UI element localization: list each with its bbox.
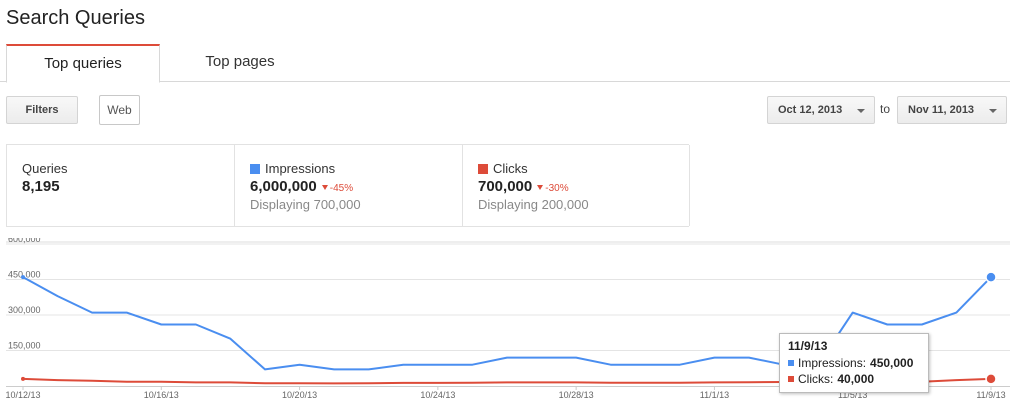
y-tick-label: 450,000 bbox=[8, 270, 41, 280]
date-range-separator: to bbox=[880, 102, 891, 116]
data-point-impressions bbox=[21, 275, 25, 280]
clicks-value: 700,000 bbox=[478, 178, 533, 195]
y-tick-label: 300,000 bbox=[8, 305, 41, 315]
tooltip-date: 11/9/13 bbox=[788, 339, 828, 353]
impressions-label: Impressions bbox=[265, 161, 336, 176]
queries-stat: Queries 8,195 bbox=[7, 145, 235, 226]
clicks-delta-text: -30% bbox=[545, 183, 569, 194]
web-filter-chip[interactable]: Web bbox=[99, 95, 140, 125]
clicks-stat[interactable]: Clicks 700,000 -30% Displaying 200,000 bbox=[463, 145, 690, 226]
y-tick-label: 600,000 bbox=[8, 238, 41, 244]
tooltip-clicks-label: Clicks: bbox=[798, 372, 834, 386]
data-point-impressions bbox=[985, 271, 997, 283]
x-tick-label: 11/5/13 bbox=[838, 390, 867, 400]
down-arrow-icon bbox=[537, 185, 544, 190]
tooltip-impressions-label: Impressions: bbox=[798, 356, 867, 370]
impressions-delta: -45% bbox=[321, 183, 354, 194]
x-tick-label: 10/20/13 bbox=[282, 390, 317, 400]
chevron-down-icon bbox=[857, 109, 865, 113]
clicks-label: Clicks bbox=[493, 161, 528, 176]
down-arrow-icon bbox=[321, 185, 328, 190]
clicks-marker-icon bbox=[788, 376, 794, 382]
page-title: Search Queries bbox=[6, 7, 145, 29]
tab-top-pages[interactable]: Top pages bbox=[205, 53, 275, 70]
end-date-label: Nov 11, 2013 bbox=[908, 104, 975, 116]
end-date-dropdown[interactable]: Nov 11, 2013 bbox=[897, 96, 1007, 124]
clicks-displaying: Displaying 200,000 bbox=[478, 197, 589, 212]
x-tick-label: 10/24/13 bbox=[420, 390, 455, 400]
tooltip-clicks-row: Clicks: 40,000 bbox=[788, 371, 920, 387]
x-tick-label: 11/9/13 bbox=[976, 390, 1005, 400]
x-tick-label: 10/28/13 bbox=[559, 390, 594, 400]
impressions-color-swatch bbox=[250, 163, 260, 174]
y-tick-label: 150,000 bbox=[8, 341, 41, 351]
chevron-down-icon bbox=[989, 109, 997, 113]
x-tick-label: 10/16/13 bbox=[144, 390, 179, 400]
tooltip-clicks-value: 40,000 bbox=[837, 372, 875, 386]
queries-label: Queries bbox=[22, 161, 68, 176]
stats-panel: Queries 8,195 Impressions 6,000,000 -45%… bbox=[6, 144, 690, 227]
filters-button[interactable]: Filters bbox=[6, 96, 78, 124]
start-date-label: Oct 12, 2013 bbox=[778, 104, 843, 116]
tab-top-queries[interactable]: Top queries bbox=[6, 44, 160, 83]
impressions-displaying: Displaying 700,000 bbox=[250, 197, 361, 212]
clicks-delta: -30% bbox=[537, 183, 569, 194]
clicks-color-swatch bbox=[478, 163, 488, 174]
impressions-delta-text: -45% bbox=[329, 183, 354, 194]
x-tick-label: 10/12/13 bbox=[5, 390, 40, 400]
data-point-clicks bbox=[21, 376, 25, 381]
start-date-dropdown[interactable]: Oct 12, 2013 bbox=[767, 96, 875, 124]
queries-value: 8,195 bbox=[22, 178, 60, 195]
x-tick-label: 11/1/13 bbox=[700, 390, 729, 400]
impressions-value: 6,000,000 bbox=[250, 178, 317, 195]
data-point-clicks bbox=[985, 373, 997, 385]
tooltip-impressions-value: 450,000 bbox=[870, 356, 914, 370]
tab-bar: Top queries Top pages bbox=[0, 44, 1010, 83]
tooltip-impressions-row: Impressions: 450,000 bbox=[788, 355, 920, 371]
chart-tooltip: 11/9/13 Impressions: 450,000 Clicks: 40,… bbox=[779, 333, 929, 393]
impressions-stat[interactable]: Impressions 6,000,000 -45% Displaying 70… bbox=[235, 145, 463, 226]
impressions-marker-icon bbox=[788, 360, 794, 366]
